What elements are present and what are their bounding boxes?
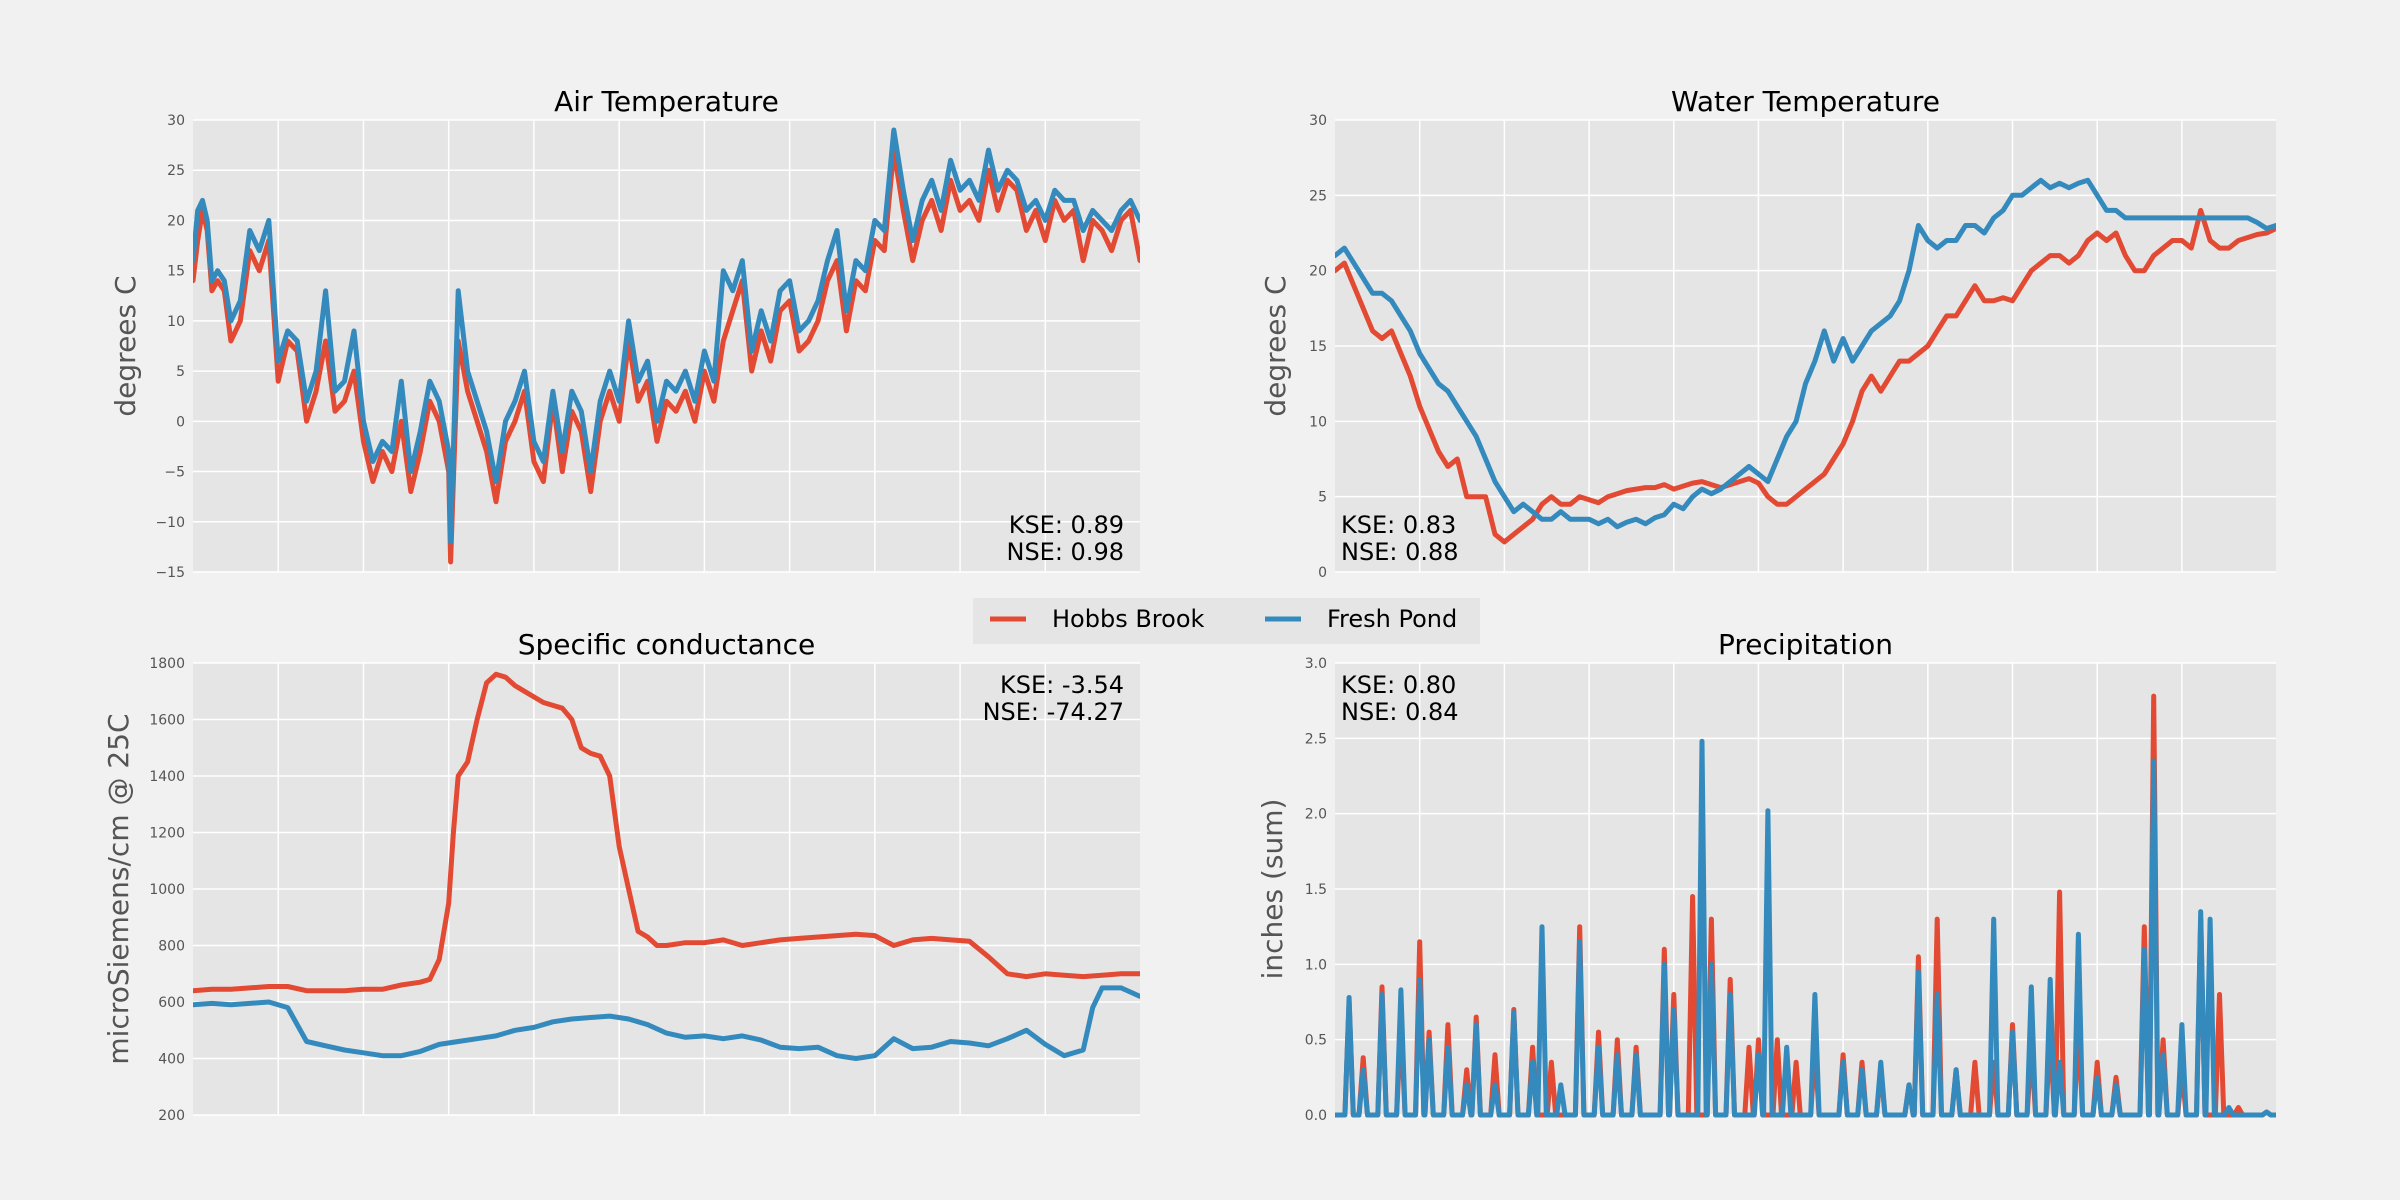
- legend-entry: Hobbs Brook: [1052, 605, 1205, 633]
- series-line-hobbs-brook: [193, 147, 1140, 565]
- series-group: [1335, 693, 2276, 1118]
- y-tick-label: 2.5: [1305, 731, 1327, 747]
- stat-text: NSE: -74.27: [983, 698, 1124, 726]
- y-tick-label: 20: [1309, 264, 1327, 280]
- chart-conductance: 200 400 600 800 1000 1200 1400 1600 1800 Specific…: [102, 628, 1140, 1124]
- y-tick-label: 20: [167, 213, 185, 229]
- y-tick-label: 1800: [149, 656, 185, 672]
- series-line-fresh-pond: [193, 985, 1140, 1061]
- y-tick-label: 10: [1309, 414, 1327, 430]
- series-line-fresh-pond: [1335, 177, 2276, 530]
- series-line-hobbs-brook: [193, 671, 1140, 994]
- y-tick-label: 1600: [149, 713, 185, 729]
- series-group: [193, 127, 1140, 565]
- legend-box: [973, 598, 1480, 644]
- stat-text: KSE: 0.80: [1341, 671, 1456, 699]
- series-line-fresh-pond: [1335, 738, 2276, 1118]
- y-tick-label: 30: [167, 113, 185, 129]
- y-tick-label: 800: [158, 939, 185, 955]
- y-tick-label: 400: [158, 1052, 185, 1068]
- y-tick-label: 5: [1318, 490, 1327, 506]
- y-tick-label: 1400: [149, 769, 185, 785]
- y-tick-label: 0.0: [1305, 1108, 1327, 1124]
- y-tick-label: 25: [167, 163, 185, 179]
- y-tick-label: 1.0: [1305, 957, 1327, 973]
- y-axis-label: inches (sum): [1256, 799, 1289, 980]
- y-tick-label: 0.5: [1305, 1033, 1327, 1049]
- y-tick-label: 15: [167, 264, 185, 280]
- stat-text: NSE: 0.88: [1341, 538, 1459, 566]
- stat-text: KSE: 0.89: [1009, 511, 1124, 539]
- y-tick-label: 200: [158, 1108, 185, 1124]
- y-tick-label: 1200: [149, 826, 185, 842]
- chart-air: −15 −10 −5 0 5 10 15 20 25 30 Air Temperature degre…: [109, 85, 1140, 581]
- chart-title: Water Temperature: [1671, 85, 1940, 118]
- stat-text: NSE: 0.98: [1006, 538, 1124, 566]
- stat-text: NSE: 0.84: [1341, 698, 1459, 726]
- y-tick-label: 15: [1309, 339, 1327, 355]
- y-tick-label: 10: [167, 314, 185, 330]
- series-group: [193, 671, 1140, 1061]
- y-tick-label: 5: [176, 364, 185, 380]
- stat-text: KSE: 0.83: [1341, 511, 1456, 539]
- y-tick-label: 600: [158, 995, 185, 1011]
- y-tick-label: 1.5: [1305, 882, 1327, 898]
- y-axis-label: microSiemens/cm @ 25C: [102, 713, 135, 1064]
- y-tick-label: −15: [155, 565, 185, 581]
- y-tick-label: 25: [1309, 188, 1327, 204]
- y-tick-label: 0: [176, 414, 185, 430]
- legend: Hobbs Brook Fresh Pond: [973, 598, 1480, 644]
- stat-text: KSE: -3.54: [1000, 671, 1124, 699]
- y-tick-label: 0: [1318, 565, 1327, 581]
- series-line-fresh-pond: [193, 127, 1140, 545]
- chart-title: Specific conductance: [518, 628, 816, 661]
- chart-precip: 0.0 0.5 1.0 1.5 2.0 2.5 3.0 Precipitation inches…: [1256, 628, 2276, 1124]
- legend-entry: Fresh Pond: [1327, 605, 1457, 633]
- y-axis-label: degrees C: [1259, 275, 1292, 416]
- y-tick-label: 1000: [149, 882, 185, 898]
- chart-title: Precipitation: [1718, 628, 1893, 661]
- y-tick-label: 2.0: [1305, 807, 1327, 823]
- y-tick-label: −5: [164, 465, 185, 481]
- y-tick-label: −10: [155, 515, 185, 531]
- y-axis-label: degrees C: [109, 275, 142, 416]
- series-line-hobbs-brook: [1335, 207, 2276, 545]
- y-tick-label: 30: [1309, 113, 1327, 129]
- series-group: [1335, 177, 2276, 545]
- chart-title: Air Temperature: [554, 85, 779, 118]
- y-tick-label: 3.0: [1305, 656, 1327, 672]
- chart-water: 0 5 10 15 20 25 30 Water Temperature degrees C KS…: [1259, 85, 2276, 581]
